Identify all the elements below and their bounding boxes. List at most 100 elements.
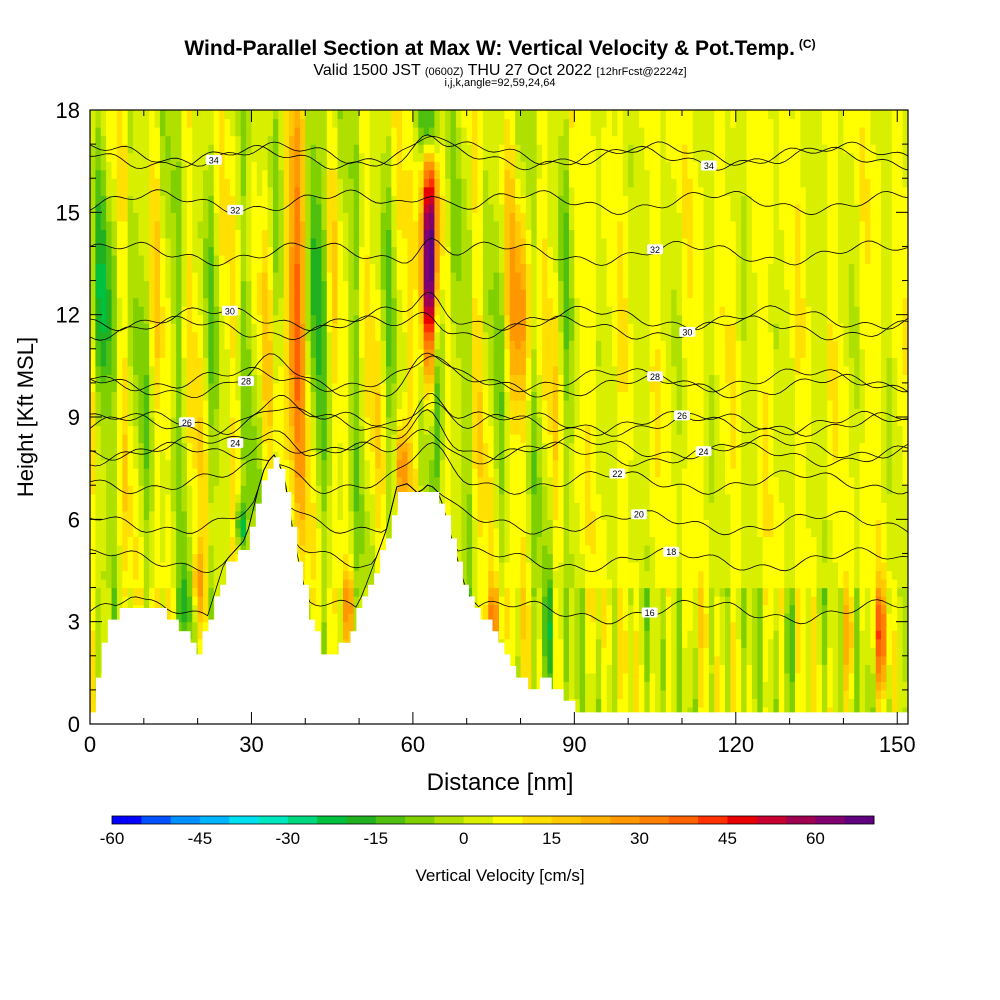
field-cell [262, 229, 269, 239]
field-cell [197, 118, 204, 128]
field-cell [181, 237, 188, 248]
field-cell [95, 561, 102, 572]
field-cell [326, 493, 333, 503]
field-cell [439, 254, 446, 265]
field-cell [364, 485, 371, 495]
field-cell [224, 331, 231, 341]
field-cell [256, 110, 263, 120]
field-cell [143, 579, 150, 589]
field-cell [423, 468, 430, 478]
field-cell [455, 152, 462, 162]
field-cell [176, 425, 183, 435]
field-cell [375, 442, 382, 452]
field-cell [90, 365, 96, 375]
field-cell [310, 425, 317, 435]
field-cell [100, 596, 107, 606]
field-cell [396, 485, 403, 495]
field-cell [213, 408, 220, 418]
field-cell [299, 391, 306, 401]
field-cell [364, 331, 371, 341]
field-cell [402, 178, 409, 188]
field-cell [353, 357, 360, 367]
field-cell [229, 246, 236, 256]
field-cell [224, 135, 231, 145]
field-cell [439, 459, 446, 469]
field-cell [165, 510, 172, 520]
field-cell [310, 314, 317, 324]
field-cell [229, 485, 236, 495]
field-cell [429, 391, 436, 401]
field-cell [326, 630, 333, 640]
field-cell [154, 476, 161, 486]
field-cell [106, 527, 113, 537]
field-cell [299, 289, 306, 299]
field-cell [186, 442, 193, 452]
field-cell [364, 203, 371, 213]
field-cell [342, 323, 349, 333]
field-cell [369, 280, 376, 290]
field-cell [332, 536, 339, 546]
field-cell [402, 476, 409, 486]
field-cell [116, 220, 123, 230]
field-cell [256, 263, 263, 273]
field-cell [348, 118, 355, 128]
field-cell [165, 323, 172, 333]
field-cell [359, 434, 366, 444]
field-cell [294, 195, 301, 205]
field-cell [353, 476, 360, 486]
field-cell [434, 476, 441, 486]
field-cell [111, 544, 118, 555]
field-cell [213, 110, 220, 120]
field-cell [337, 587, 344, 597]
field-cell [385, 161, 392, 171]
field-cell [369, 579, 376, 589]
field-cell [192, 212, 199, 222]
field-cell [321, 110, 328, 120]
field-cell [434, 459, 441, 469]
field-cell [353, 391, 360, 401]
field-cell [116, 587, 123, 597]
field-cell [197, 246, 204, 256]
field-cell [283, 323, 290, 333]
field-cell [143, 195, 150, 205]
field-cell [100, 246, 107, 256]
field-cell [385, 485, 392, 495]
field-cell [326, 399, 333, 410]
field-cell [262, 399, 269, 410]
field-cell [251, 178, 258, 188]
field-cell [106, 476, 113, 486]
field-cell [337, 382, 344, 393]
field-cell [95, 237, 102, 248]
field-cell [100, 280, 107, 290]
field-cell [321, 399, 328, 410]
field-cell [235, 544, 242, 555]
field-cell [267, 127, 274, 137]
field-cell [186, 459, 193, 469]
field-cell [369, 195, 376, 205]
field-cell [170, 553, 177, 563]
field-cell [181, 152, 188, 162]
field-cell [203, 459, 209, 469]
field-cell [235, 476, 242, 486]
field-cell [127, 425, 134, 435]
field-cell [127, 348, 134, 358]
field-cell [402, 306, 409, 316]
field-cell [342, 220, 349, 230]
field-cell [143, 544, 150, 555]
field-cell [337, 434, 344, 444]
field-cell [90, 647, 96, 657]
field-cell [122, 254, 129, 265]
field-cell [353, 323, 360, 333]
field-cell [332, 186, 339, 196]
field-cell [391, 161, 398, 171]
field-cell [165, 417, 172, 427]
field-cell [439, 263, 446, 273]
field-cell [192, 220, 199, 230]
field-cell [310, 485, 317, 495]
field-cell [143, 246, 150, 256]
field-cell [407, 169, 414, 179]
field-cell [170, 399, 177, 410]
field-cell [165, 195, 172, 205]
field-cell [267, 314, 274, 324]
field-cell [170, 434, 177, 444]
